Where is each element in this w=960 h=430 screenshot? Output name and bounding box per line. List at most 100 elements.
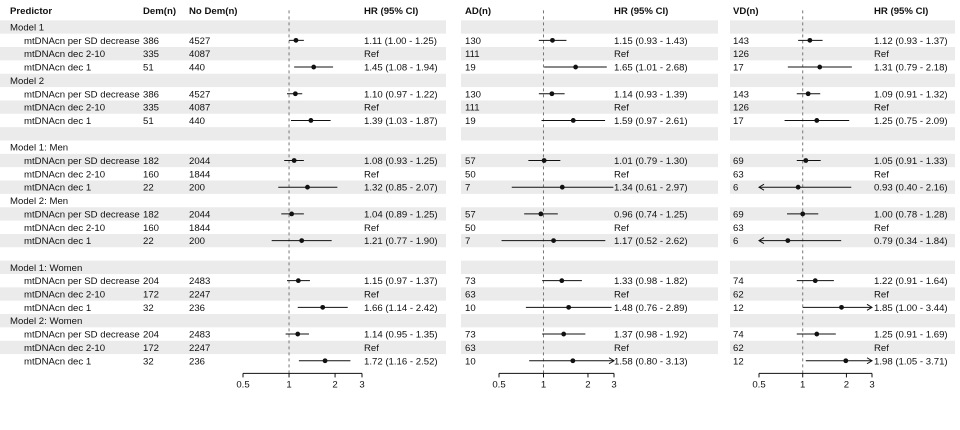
- group-label: Model 1: Women: [10, 263, 82, 274]
- x-tick-label: 3: [359, 379, 364, 390]
- ad-count: 111: [465, 103, 480, 114]
- all-hr-text: Ref: [364, 343, 379, 354]
- predictor-label: mtDNAcn per SD decrease: [24, 89, 140, 100]
- predictor-label: mtDNAcn dec 1: [24, 183, 91, 194]
- x-tick-label: 1: [800, 379, 805, 390]
- row-band: [730, 314, 955, 328]
- predictor-label: mtDNAcn per SD decrease: [24, 156, 140, 167]
- ad-hr-text: 1.65 (1.01 - 2.68): [614, 63, 688, 74]
- row-band: [461, 287, 718, 301]
- hr-point: [807, 37, 813, 43]
- dem-count: 386: [143, 89, 159, 100]
- dem-count: 182: [143, 156, 159, 167]
- row-band: [0, 100, 446, 114]
- nodem-count: 4087: [189, 103, 210, 114]
- row-band: [730, 207, 955, 221]
- group-label: Model 1: [10, 23, 44, 34]
- ad-hr-text: 1.15 (0.93 - 1.43): [614, 36, 688, 47]
- row-band: [730, 127, 955, 141]
- row-band: [0, 180, 446, 194]
- hr-point: [812, 278, 818, 284]
- vd-hr-text: 1.00 (0.78 - 1.28): [874, 209, 948, 220]
- dem-count: 22: [143, 236, 154, 247]
- hr-point: [570, 118, 576, 123]
- all-hr-text: 1.21 (0.77 - 1.90): [364, 236, 438, 247]
- header-ad: AD(n): [465, 6, 491, 17]
- ci-arrow-right: [866, 303, 873, 311]
- dem-count: 204: [143, 276, 160, 287]
- hr-point: [843, 358, 849, 364]
- row-band: [0, 73, 446, 88]
- ad-hr-text: 1.37 (0.98 - 1.92): [614, 330, 688, 341]
- all-hr-text: 1.66 (1.14 - 2.42): [364, 303, 438, 314]
- predictor-label: mtDNAcn per SD decrease: [24, 330, 140, 341]
- vd-hr-text: Ref: [874, 103, 889, 114]
- x-tick-label: 3: [611, 379, 616, 390]
- hr-point: [561, 331, 567, 337]
- ad-hr-text: Ref: [614, 103, 629, 114]
- predictor-label: mtDNAcn per SD decrease: [24, 36, 140, 47]
- dem-count: 22: [143, 183, 154, 194]
- vd-count: 143: [733, 89, 749, 100]
- predictor-label: mtDNAcn dec 1: [24, 63, 91, 74]
- hr-point: [566, 304, 572, 310]
- ad-hr-text: Ref: [614, 343, 629, 354]
- group-label: Model 1: Men: [10, 143, 68, 154]
- row-band: [730, 340, 955, 355]
- vd-count: 6: [733, 236, 738, 247]
- ad-hr-text: 1.17 (0.52 - 2.62): [614, 236, 688, 247]
- row-band: [461, 260, 718, 274]
- vd-hr-text: Ref: [874, 290, 889, 301]
- vd-hr-text: Ref: [874, 169, 889, 180]
- predictor-label: mtDNAcn dec 1: [24, 303, 91, 314]
- header-vd: VD(n): [733, 6, 759, 17]
- row-band: [730, 287, 955, 301]
- dem-count: 172: [143, 343, 159, 354]
- panel-ad: 0.5 1 2 3: [492, 10, 617, 390]
- ad-hr-text: Ref: [614, 290, 629, 301]
- vd-count: 63: [733, 169, 744, 180]
- dem-count: 51: [143, 63, 154, 74]
- hr-point: [559, 184, 565, 190]
- row-band: [0, 47, 446, 61]
- vd-count: 63: [733, 223, 744, 234]
- ci-arrow-left: [758, 237, 765, 245]
- dem-count: 160: [143, 169, 159, 180]
- hr-point: [295, 331, 301, 337]
- row-band: [0, 20, 446, 34]
- dem-count: 182: [143, 209, 159, 220]
- nodem-count: 440: [189, 63, 205, 74]
- row-band: [730, 20, 955, 34]
- hr-point: [805, 91, 811, 97]
- x-tick-label: 1: [541, 379, 546, 390]
- row-band: [461, 340, 718, 355]
- nodem-count: 2247: [189, 343, 210, 354]
- ci-arrow-left: [758, 183, 765, 191]
- predictor-label: mtDNAcn dec 2-10: [24, 290, 105, 301]
- hr-point: [320, 304, 326, 310]
- group-label: Model 2: Women: [10, 316, 82, 327]
- ad-hr-text: Ref: [614, 169, 629, 180]
- predictor-label: mtDNAcn per SD decrease: [24, 209, 140, 220]
- hr-point: [839, 304, 844, 310]
- hr-point: [299, 238, 305, 244]
- nodem-count: 2044: [189, 156, 211, 167]
- x-tick-label: 2: [585, 379, 590, 390]
- all-hr-text: 1.11 (1.00 - 1.25): [364, 36, 437, 47]
- row-band: [461, 153, 718, 168]
- hr-point: [292, 91, 298, 97]
- panel-all: 0.5 1 2 3: [236, 10, 365, 390]
- nodem-count: 2044: [189, 209, 211, 220]
- vd-hr-text: 1.12 (0.93 - 1.37): [874, 36, 948, 47]
- dem-count: 160: [143, 223, 159, 234]
- vd-count: 62: [733, 343, 744, 354]
- predictor-label: mtDNAcn dec 2-10: [24, 169, 105, 180]
- hr-point: [305, 184, 310, 190]
- ad-count: 73: [465, 276, 476, 287]
- dem-count: 51: [143, 116, 154, 127]
- nodem-count: 2483: [189, 330, 210, 341]
- ad-count: 7: [465, 236, 470, 247]
- row-band: [461, 100, 718, 114]
- nodem-count: 1844: [189, 169, 211, 180]
- ad-hr-text: 0.96 (0.74 - 1.25): [614, 209, 688, 220]
